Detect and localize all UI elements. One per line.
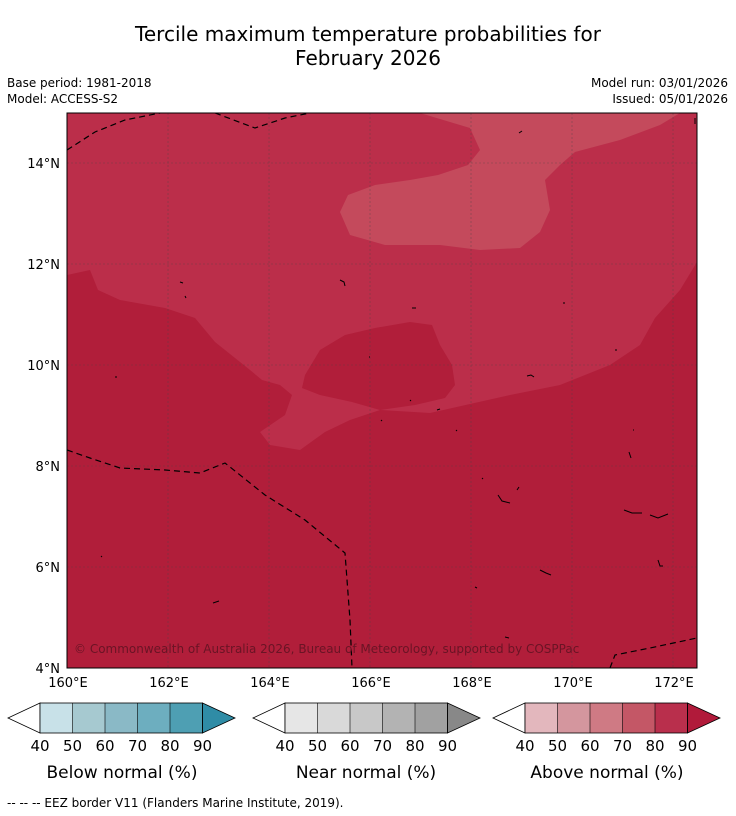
colorbar-tick: 70 bbox=[373, 737, 392, 755]
colorbar-swatch bbox=[622, 703, 655, 733]
copyright-notice: © Commonwealth of Australia 2026, Bureau… bbox=[74, 642, 579, 656]
colorbar-tick: 60 bbox=[580, 737, 599, 755]
meta-right: Model run: 03/01/2026 Issued: 05/01/2026 bbox=[591, 75, 728, 107]
colorbar-swatch bbox=[40, 703, 73, 733]
colorbar-over-triangle bbox=[202, 703, 235, 733]
colorbar-label: Near normal (%) bbox=[296, 763, 436, 783]
colorbar-swatch bbox=[350, 703, 383, 733]
issued-date: Issued: 05/01/2026 bbox=[612, 92, 728, 106]
colorbar-label: Above normal (%) bbox=[530, 763, 683, 783]
colorbar-tick: 50 bbox=[308, 737, 327, 755]
colorbar-tick: 70 bbox=[128, 737, 147, 755]
map-title: Tercile maximum temperature probabilitie… bbox=[0, 22, 736, 70]
colorbar-swatch bbox=[655, 703, 688, 733]
colorbar-swatch bbox=[285, 703, 318, 733]
base-period: Base period: 1981-2018 bbox=[7, 76, 152, 90]
colorbar-tick: 70 bbox=[613, 737, 632, 755]
colorbar-tick: 50 bbox=[548, 737, 567, 755]
colorbar-tick: 80 bbox=[160, 737, 179, 755]
colorbar-swatch bbox=[382, 703, 415, 733]
colorbar-tick: 40 bbox=[275, 737, 294, 755]
colorbar-label: Below normal (%) bbox=[47, 763, 198, 783]
lat-label: 6°N bbox=[36, 561, 61, 576]
colorbar-tick: 40 bbox=[515, 737, 534, 755]
colorbar-below-normal: 40 50 60 70 80 90 Below normal (%) bbox=[7, 702, 236, 783]
lat-label: 4°N bbox=[36, 662, 61, 677]
lon-label: 160°E bbox=[48, 676, 88, 691]
colorbar-near-normal: 40 50 60 70 80 90 Near normal (%) bbox=[252, 702, 481, 783]
colorbar-under-triangle bbox=[252, 702, 286, 734]
colorbar-swatch bbox=[590, 703, 623, 733]
colorbar-swatch bbox=[317, 703, 350, 733]
above-normal-70-region bbox=[340, 113, 680, 250]
colorbar-tick: 90 bbox=[193, 737, 212, 755]
lon-label: 162°E bbox=[149, 676, 189, 691]
colorbar-swatch bbox=[72, 703, 105, 733]
colorbar-tick: 90 bbox=[678, 737, 697, 755]
lon-label: 170°E bbox=[553, 676, 593, 691]
colorbar-swatch bbox=[105, 703, 138, 733]
map-frame bbox=[66, 112, 698, 669]
colorbar-tick: 60 bbox=[340, 737, 359, 755]
colorbar-under-triangle bbox=[492, 702, 526, 734]
grid-lines bbox=[67, 113, 697, 668]
lon-label: 172°E bbox=[654, 676, 694, 691]
lat-label: 10°N bbox=[27, 359, 60, 374]
colorbar-swatch bbox=[137, 703, 170, 733]
lon-label: 166°E bbox=[351, 676, 391, 691]
colorbar-over-triangle bbox=[687, 703, 720, 733]
lon-label: 168°E bbox=[452, 676, 492, 691]
model-run: Model run: 03/01/2026 bbox=[590, 76, 728, 90]
longitude-labels: 160°E 162°E 164°E 166°E 168°E 170°E 172°… bbox=[48, 676, 694, 691]
colorbar-tick: 90 bbox=[438, 737, 457, 755]
colorbar-tick: 80 bbox=[645, 737, 664, 755]
colorbar-tick: 80 bbox=[405, 737, 424, 755]
model-name: Model: ACCESS-S2 bbox=[7, 92, 119, 106]
meta-left: Base period: 1981-2018 Model: ACCESS-S2 bbox=[7, 75, 152, 107]
map-area: © Commonwealth of Australia 2026, Bureau… bbox=[67, 113, 697, 668]
colorbar-swatch bbox=[525, 703, 558, 733]
lon-label: 164°E bbox=[250, 676, 290, 691]
colorbar-under-triangle bbox=[7, 702, 41, 734]
lat-label: 12°N bbox=[27, 258, 60, 273]
colorbar-tick: 50 bbox=[63, 737, 82, 755]
map-figure: © Commonwealth of Australia 2026, Bureau… bbox=[7, 112, 721, 783]
colorbar-tick: 60 bbox=[95, 737, 114, 755]
lat-label: 8°N bbox=[36, 460, 61, 475]
latitude-labels: 14°N 12°N 10°N 8°N 6°N 4°N bbox=[27, 157, 60, 677]
eez-borders bbox=[67, 113, 697, 668]
lat-label: 14°N bbox=[27, 157, 60, 172]
colorbar-swatch bbox=[170, 703, 203, 733]
above-normal-80-lobe bbox=[302, 322, 455, 410]
title-line-2: February 2026 bbox=[295, 46, 441, 70]
title-line-1: Tercile maximum temperature probabilitie… bbox=[135, 22, 601, 46]
eez-footnote: -- -- -- EEZ border V11 (Flanders Marine… bbox=[7, 796, 344, 810]
colorbar-swatch bbox=[415, 703, 448, 733]
colorbar-above-normal: 40 50 60 70 80 90 Above normal (%) bbox=[492, 702, 721, 783]
colorbar-over-triangle bbox=[447, 703, 480, 733]
island-outlines bbox=[100, 118, 696, 639]
colorbar-tick: 40 bbox=[30, 737, 49, 755]
colorbar-swatch bbox=[557, 703, 590, 733]
